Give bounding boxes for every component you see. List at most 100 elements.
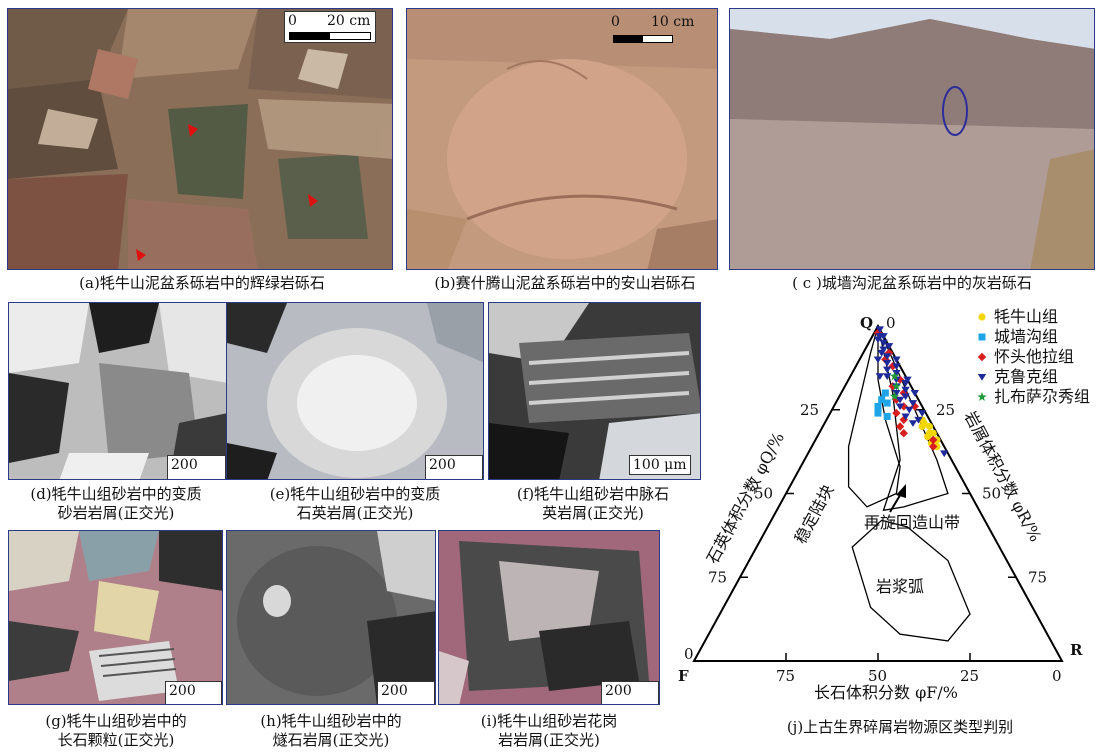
caption-e-line2: 石英岩屑(正交光) <box>296 504 414 522</box>
field-label-magmatic-arc: 岩浆弧 <box>876 577 924 596</box>
data-point-star <box>889 391 900 401</box>
bottom-tick-label: 50 <box>868 667 887 685</box>
legend-label: 城墙沟组 <box>994 327 1058 346</box>
caption-f-line2: 英岩屑(正交光) <box>542 504 644 522</box>
legend-marker-square <box>978 333 986 341</box>
left-tick-label: 75 <box>708 568 727 586</box>
caption-d-line2: 砂岩岩屑(正交光) <box>57 504 175 522</box>
bottom-axis-title: 长石体积分数 φF/% <box>814 683 958 702</box>
data-point-triangle-down <box>884 343 894 350</box>
data-point-triangle-down <box>901 393 910 401</box>
field-stable-craton-outline <box>847 325 901 508</box>
caption-h-line2: 燧石岩屑(正交光) <box>272 731 390 749</box>
scale-f: 100 μm <box>629 455 691 475</box>
photo-i: 200 μm <box>438 530 660 705</box>
photo-e-image <box>227 303 483 479</box>
data-point-triangle-down <box>908 420 918 427</box>
field-magmatic-arc-outline <box>851 519 971 642</box>
legend-marker-star <box>977 392 987 401</box>
caption-g-line2: 长石颗粒(正交光) <box>57 731 175 749</box>
data-point-triangle-down <box>908 400 918 407</box>
scale-d: 200 μm <box>167 455 226 479</box>
data-point-square <box>883 412 891 420</box>
data-point-diamond <box>892 408 901 418</box>
data-point-triangle-down <box>879 333 888 340</box>
vertex-R-label: R <box>1070 641 1083 659</box>
data-point-square <box>874 409 882 417</box>
caption-d-line1: (d)牦牛山组砂岩中的变质 <box>30 485 202 503</box>
caption-e: (e)牦牛山组砂岩中的变质 石英岩屑(正交光) <box>226 485 484 523</box>
caption-h-line1: (h)牦牛山组砂岩中的 <box>260 712 402 730</box>
data-point-triangle-down <box>892 390 901 397</box>
data-point-diamond <box>873 328 883 337</box>
data-point-triangle-down <box>914 416 923 424</box>
data-point-triangle-down <box>879 339 888 347</box>
scale-g: 200 μm <box>165 681 222 704</box>
data-point-circle <box>924 432 932 441</box>
photo-c-image <box>730 9 1094 269</box>
data-point-triangle-down <box>892 363 901 370</box>
data-point-triangle-down <box>892 356 901 364</box>
data-point-triangle-down <box>873 356 883 364</box>
photo-f-image <box>489 303 700 479</box>
data-point-triangle-down <box>875 373 885 381</box>
photo-i-image <box>439 531 659 704</box>
data-point-star <box>891 381 902 391</box>
photo-h-image <box>227 531 435 704</box>
left-tick-label: 25 <box>800 401 819 419</box>
data-point-triangle-down <box>940 450 949 458</box>
data-point-diamond <box>899 415 908 424</box>
data-point-circle <box>920 419 928 427</box>
legend-label: 牦牛山组 <box>994 307 1058 326</box>
data-point-triangle-down <box>903 376 912 384</box>
legend-label: 扎布萨尕秀组 <box>994 387 1090 406</box>
caption-d: (d)牦牛山组砂岩中的变质 砂岩岩屑(正交光) <box>0 485 232 523</box>
caption-i: (i)牦牛山组砂岩花岗 岩岩屑(正交光) <box>438 712 660 750</box>
left-axis-title: 石英体积分数 φQ/% <box>703 429 788 567</box>
data-point-triangle-down <box>883 366 892 374</box>
data-point-triangle-down <box>877 349 886 357</box>
scale-bar-b: 0 10 cm <box>607 13 703 43</box>
photo-a: 0 20 cm <box>7 8 393 270</box>
legend-marker-triangle-down <box>977 374 987 381</box>
caption-h: (h)牦牛山组砂岩中的 燧石岩屑(正交光) <box>226 712 436 750</box>
left-corner-tick-label: 0 <box>684 645 694 663</box>
data-point-triangle-down <box>901 413 910 421</box>
top-tick-label: 0 <box>886 314 896 332</box>
photo-d: 200 μm <box>8 302 227 480</box>
bottom-tick-label: 75 <box>776 667 795 685</box>
caption-g-line1: (g)牦牛山组砂岩中的 <box>45 712 187 730</box>
photo-h: 200 μm <box>226 530 436 705</box>
photo-b-image <box>407 9 717 269</box>
scale-b-end: 10 cm <box>651 14 695 30</box>
field-label-recycled-orogen: 再旋回造山带 <box>864 513 960 532</box>
legend-label: 怀头他拉组 <box>994 347 1074 366</box>
data-point-circle <box>929 429 937 437</box>
data-point-diamond <box>899 429 908 438</box>
photo-f: 100 μm <box>488 302 701 480</box>
scale-b-bar <box>613 35 673 43</box>
right-tick-label: 75 <box>1028 568 1047 586</box>
scale-a-bar <box>289 32 371 40</box>
vertex-F-label: F <box>678 667 689 685</box>
data-point-triangle-down <box>910 390 919 397</box>
photo-e: 200 μm <box>226 302 484 480</box>
scale-a-start: 0 <box>288 13 297 29</box>
legend-label: 克鲁克组 <box>994 367 1058 386</box>
data-point-square <box>881 389 889 397</box>
scale-i: 200 μm <box>601 681 659 704</box>
data-point-triangle-down <box>892 369 901 377</box>
photo-g-image <box>9 531 222 704</box>
caption-c: ( c )城墙沟泥盆系砾岩中的灰岩砾石 <box>792 274 1032 292</box>
vertex-Q-label: Q <box>860 314 873 332</box>
caption-i-line1: (i)牦牛山组砂岩花岗 <box>480 712 618 730</box>
data-point-triangle-down <box>883 373 892 381</box>
scale-h: 200 μm <box>377 681 435 704</box>
legend-marker-circle <box>978 313 986 321</box>
caption-b: (b)赛什腾山泥盆系砾岩中的安山岩砾石 <box>434 274 696 292</box>
caption-g: (g)牦牛山组砂岩中的 长石颗粒(正交光) <box>0 712 232 750</box>
data-point-star <box>889 371 900 381</box>
caption-j: (j)上古生界碎屑岩物源区类型判别 <box>786 718 1014 736</box>
caption-f-line1: (f)牦牛山组砂岩中脉石 <box>516 485 670 503</box>
data-point-triangle-down <box>873 336 883 344</box>
